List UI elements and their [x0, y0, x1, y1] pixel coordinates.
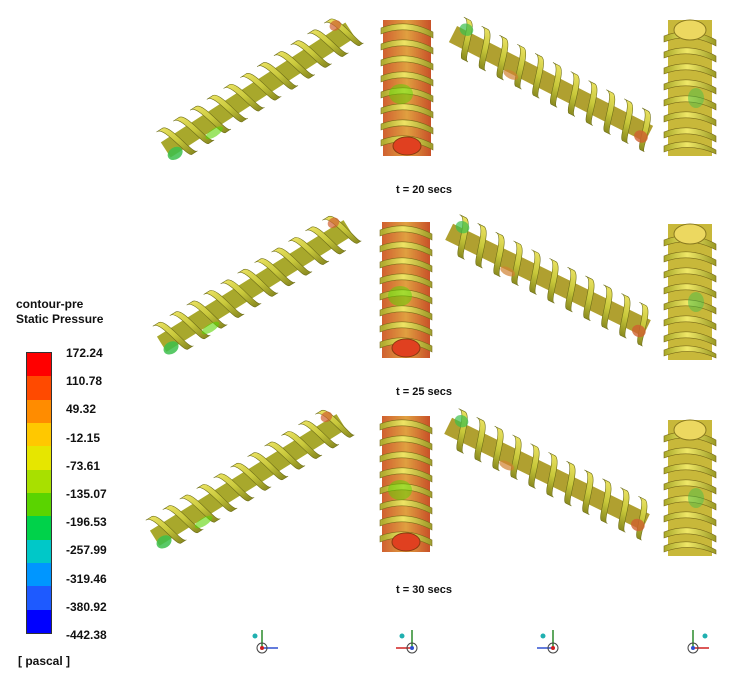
screw-row1-view1	[152, 10, 364, 167]
colorbar-tick-label: -319.46	[66, 571, 107, 586]
time-label-20s: t = 20 secs	[396, 184, 452, 196]
axis-triad-icon	[687, 630, 709, 654]
screw-row2-view3	[440, 213, 660, 347]
colorbar-segment	[27, 446, 51, 470]
legend-title: contour-pre Static Pressure	[16, 297, 103, 327]
screw-row3-view1	[141, 402, 355, 556]
screw-row1-view4	[663, 19, 717, 157]
time-label-30s: t = 30 secs	[396, 584, 452, 596]
colorbar-tick-label: -73.61	[66, 458, 101, 473]
colorbar-segment	[27, 539, 51, 563]
screw-row1-view2	[380, 19, 434, 157]
colorbar-segment	[27, 353, 51, 377]
screw-row3-view2	[379, 415, 433, 553]
time-label-25s: t = 25 secs	[396, 386, 452, 398]
colorbar-segment	[27, 399, 51, 423]
axis-triad-icon	[396, 630, 418, 654]
colorbar-tick-label: 172.24	[66, 346, 103, 360]
colorbar-tick-label: -135.07	[66, 487, 107, 501]
pressure-colorbar	[26, 352, 52, 634]
screw-row3-view4	[663, 419, 717, 557]
colorbar-segment	[27, 422, 51, 447]
screw-row1-view3	[444, 15, 663, 153]
colorbar-segment	[27, 469, 51, 493]
colorbar-tick-label: -380.92	[66, 599, 107, 614]
colorbar-segment	[27, 516, 51, 540]
colorbar-tick-label: -442.38	[66, 628, 107, 642]
screw-row2-view2	[379, 221, 433, 359]
colorbar-segment	[27, 492, 51, 517]
colorbar-segment	[27, 609, 51, 633]
colorbar-tick-label: 49.32	[66, 402, 97, 417]
colorbar-tick-label: -257.99	[66, 543, 107, 558]
colorbar-segment	[27, 562, 51, 587]
unit-label: [ pascal ]	[18, 654, 71, 668]
legend-title-line1: contour-pre	[16, 297, 84, 311]
screw-row2-view4	[663, 223, 717, 361]
colorbar-tick-label: 110.78	[66, 374, 103, 389]
screw-row2-view1	[148, 208, 362, 362]
screw-row3-view3	[439, 407, 659, 541]
colorbar-segment	[27, 586, 51, 610]
axis-triad-icon	[537, 630, 559, 654]
legend-title-line2: Static Pressure	[16, 312, 104, 326]
colorbar-tick-label: -196.53	[66, 515, 107, 530]
colorbar-segment	[27, 376, 51, 400]
colorbar-tick-label: -12.15	[66, 430, 101, 445]
axis-triad-icon	[252, 630, 278, 654]
